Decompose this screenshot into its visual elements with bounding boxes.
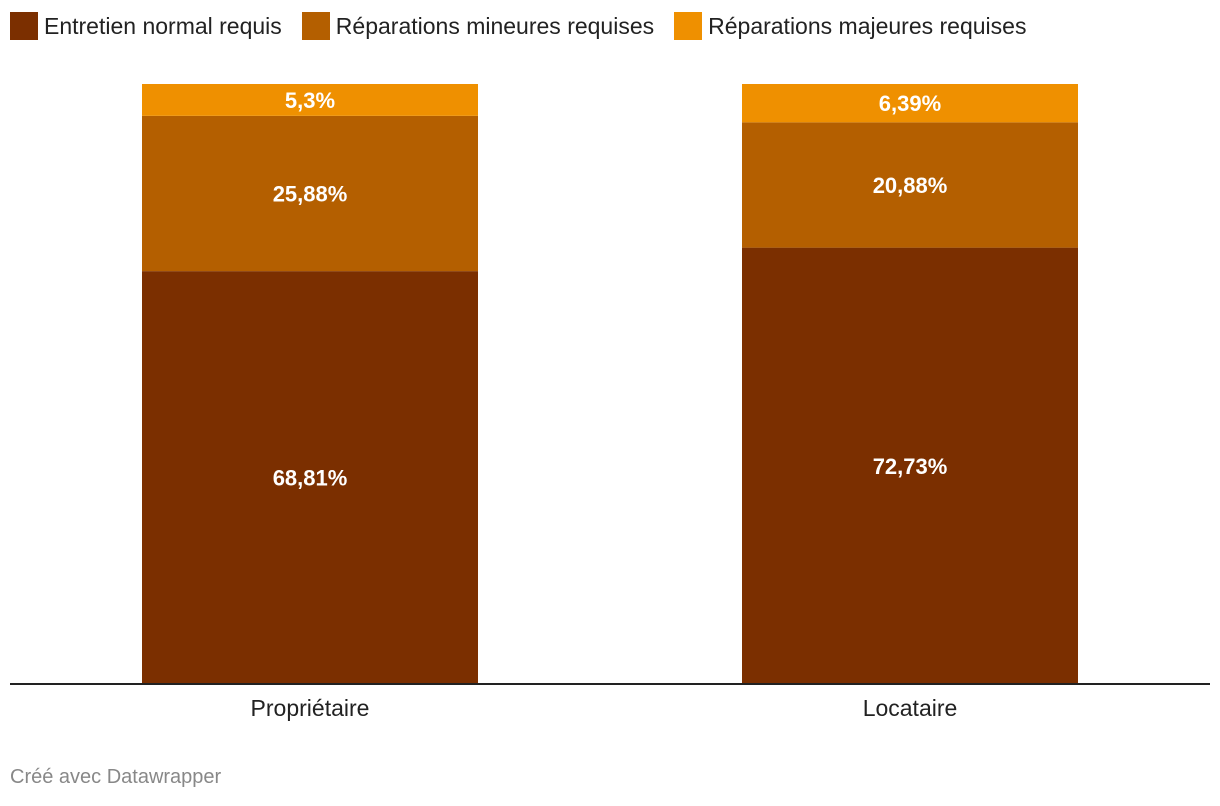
- footer-credit: Créé avec Datawrapper: [10, 766, 222, 788]
- chart-legend: Entretien normal requis Réparations mine…: [10, 12, 1046, 40]
- legend-item-entretien-normal: Entretien normal requis: [10, 12, 282, 40]
- legend-label-entretien-normal: Entretien normal requis: [44, 12, 282, 39]
- value-label-locataire-series-1: 20,88%: [873, 173, 948, 198]
- value-label-proprietaire-series-1: 25,88%: [273, 182, 348, 207]
- bar-locataire-series-1: [742, 122, 1078, 248]
- category-label-proprietaire: Propriétaire: [251, 695, 370, 721]
- legend-swatch-entretien-normal: [10, 12, 38, 40]
- bar-proprietaire-series-2: [142, 84, 478, 116]
- bar-locataire-series-2: [742, 84, 1078, 123]
- legend-label-reparations-majeures: Réparations majeures requises: [708, 12, 1027, 39]
- category-label-locataire: Locataire: [863, 695, 958, 721]
- value-label-locataire-series-0: 72,73%: [873, 454, 948, 479]
- legend-swatch-reparations-majeures: [674, 12, 703, 40]
- value-label-proprietaire-series-0: 68,81%: [273, 466, 348, 491]
- value-label-locataire-series-2: 6,39%: [879, 91, 941, 116]
- legend-item-reparations-mineures: Réparations mineures requises: [301, 12, 655, 40]
- legend-swatch-reparations-mineures: [301, 12, 330, 40]
- bar-proprietaire-series-1: [142, 115, 478, 272]
- value-label-proprietaire-series-2: 5,3%: [285, 88, 335, 113]
- legend-label-reparations-mineures: Réparations mineures requises: [335, 12, 655, 39]
- legend-item-reparations-majeures: Réparations majeures requises: [674, 12, 1026, 40]
- bar-proprietaire-series-0: [142, 271, 478, 684]
- bar-locataire-series-0: [742, 247, 1078, 684]
